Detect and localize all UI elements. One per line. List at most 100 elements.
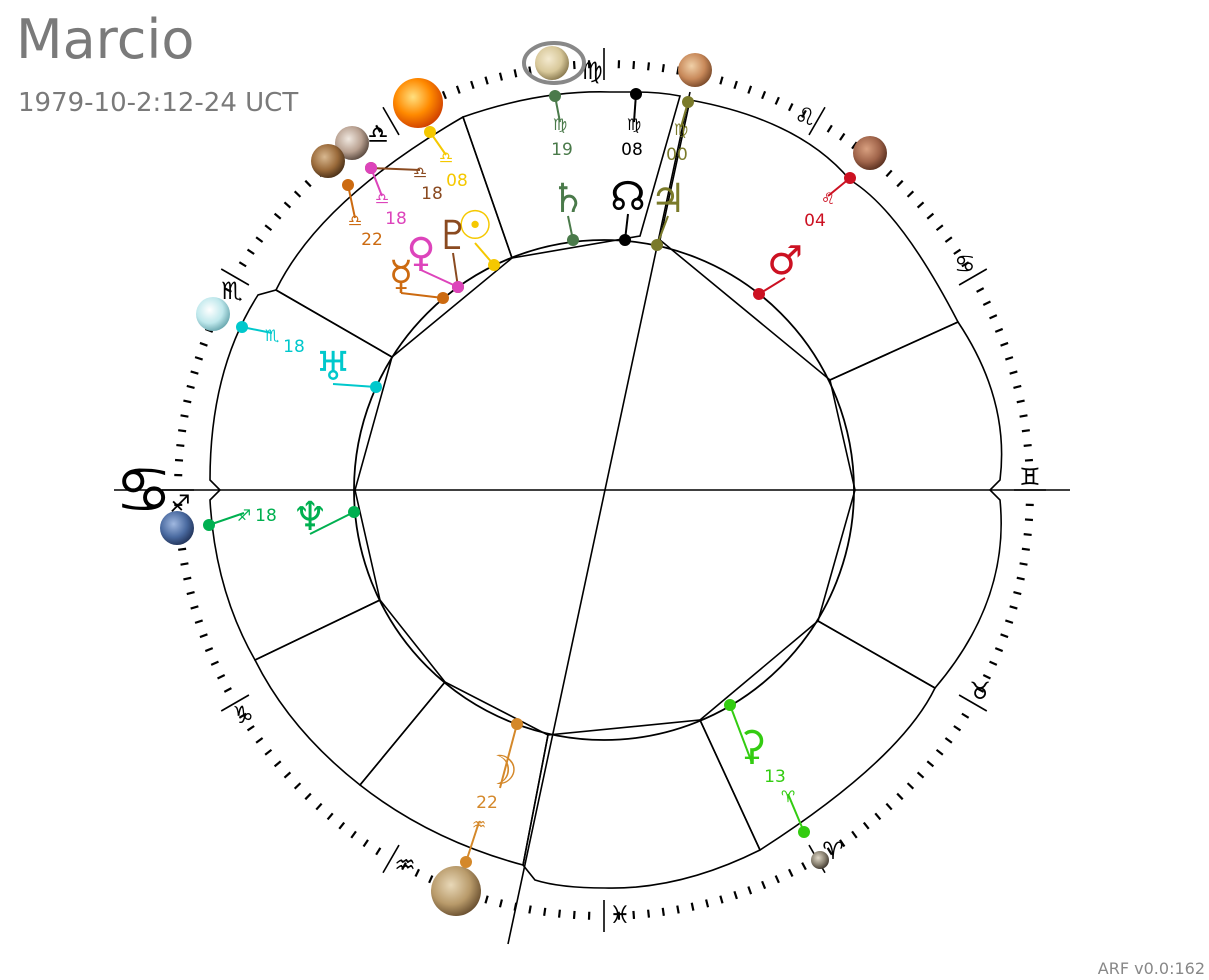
- chiron-inner-dot: [724, 699, 736, 711]
- house-wedge-7: [699, 620, 937, 852]
- sign-capricorn-icon: ♑: [232, 701, 254, 729]
- node-outer-dot: [630, 88, 642, 100]
- uranus-planet-image: [196, 297, 230, 331]
- zodiac-minor-tick: [1019, 562, 1028, 566]
- zodiac-minor-tick: [199, 633, 208, 639]
- zodiac-minor-tick: [926, 212, 935, 220]
- zodiac-minor-tick: [238, 712, 247, 719]
- uranus-placement: ♏18 ♅: [196, 297, 382, 393]
- uranus-inner-dot: [370, 381, 382, 393]
- zodiac-minor-tick: [632, 60, 636, 70]
- zodiac-minor-tick: [788, 868, 794, 877]
- pluto-outer-connector: [370, 167, 421, 171]
- zodiac-minor-tick: [647, 909, 651, 918]
- sun-inner-dot: [488, 259, 500, 271]
- zodiac-minor-tick: [906, 782, 915, 790]
- zodiac-minor-tick: [441, 90, 447, 100]
- chart-datetime: 1979-10-2:12-24 UCT: [18, 88, 299, 118]
- zodiac-minor-tick: [513, 69, 518, 78]
- zodiac-minor-tick: [293, 782, 302, 790]
- version-label: ARF v0.0:162: [1097, 959, 1205, 978]
- midheaven-axis: [507, 91, 691, 945]
- venus-glyph-icon: ♀: [406, 230, 435, 276]
- neptune-degree-label: 18: [255, 506, 277, 526]
- pluto-glyph-icon: ♇: [435, 213, 471, 259]
- mercury-inner-dot: [437, 292, 449, 304]
- zodiac-minor-tick: [572, 910, 576, 920]
- mercury-planet-image: [311, 144, 345, 178]
- zodiac-minor-tick: [315, 802, 323, 811]
- uranus-outer-dot: [236, 321, 248, 333]
- zodiac-minor-tick: [362, 839, 369, 848]
- zodiac-minor-tick: [174, 458, 184, 462]
- zodiac-minor-tick: [1013, 384, 1022, 389]
- venus-inner-dot: [452, 281, 464, 293]
- zodiac-minor-tick: [264, 748, 273, 756]
- zodiac-minor-tick: [926, 760, 935, 768]
- house-wedge-6: [522, 719, 762, 889]
- zodiac-minor-tick: [896, 179, 904, 188]
- jupiter-inner-dot: [651, 239, 663, 251]
- uranus-inner-connector: [332, 383, 377, 388]
- zodiac-minor-tick: [484, 76, 489, 85]
- zodiac-minor-tick: [186, 591, 195, 596]
- zodiac-sign-glyphs: ♍ ♌ ♋ ♊ ♉ ♈ ♓ ♒ ♑ ♐ ♏ ♎: [169, 57, 1041, 929]
- zodiac-minor-tick: [885, 802, 893, 811]
- mars-inner-dot: [753, 288, 765, 300]
- mercury-outer-dot: [342, 179, 354, 191]
- zodiac-minor-tick: [851, 830, 858, 839]
- zodiac-minor-tick: [1009, 605, 1018, 610]
- pluto-degree-label: 18: [421, 184, 443, 204]
- zodiac-minor-tick: [733, 80, 738, 89]
- saturn-degree-label: 19: [551, 140, 573, 160]
- zodiac-minor-tick: [826, 124, 833, 133]
- chiron-sign-icon: ♈: [781, 787, 795, 806]
- zodiac-minor-tick: [839, 839, 846, 848]
- uranus-glyph-icon: ♅: [315, 344, 351, 390]
- neptune-glyph-icon: ♆: [292, 494, 328, 540]
- zodiac-minor-tick: [199, 341, 208, 347]
- zodiac-minor-tick: [176, 443, 185, 447]
- zodiac-minor-tick: [690, 902, 695, 911]
- moon-inner-dot: [511, 718, 523, 730]
- mercury-inner-connector: [400, 292, 444, 299]
- zodiac-minor-tick: [1005, 619, 1014, 624]
- zodiac-minor-tick: [661, 907, 665, 916]
- zodiac-minor-tick: [747, 85, 753, 94]
- house-wedge-3: [209, 289, 393, 662]
- sign-cancer-icon: ♋: [954, 250, 976, 278]
- moon-outer-dot: [460, 856, 472, 868]
- zodiac-minor-tick: [916, 201, 925, 209]
- zodiac-minor-tick: [255, 737, 264, 744]
- zodiac-minor-tick: [676, 905, 680, 914]
- chiron-degree-label: 13: [764, 767, 786, 787]
- zodiac-minor-tick: [190, 605, 199, 610]
- chiron-planet-image: [811, 851, 829, 869]
- zodiac-minor-tick: [484, 895, 489, 904]
- mercury-glyph-icon: ☿: [389, 253, 414, 299]
- sign-gemini-icon: ♊: [1019, 463, 1041, 491]
- zodiac-minor-tick: [774, 875, 780, 884]
- zodiac-major-tick: [220, 694, 250, 712]
- node-sign-icon: ♍: [627, 115, 641, 134]
- zodiac-minor-tick: [194, 356, 203, 361]
- venus-outer-dot: [365, 162, 377, 174]
- zodiac-minor-tick: [1013, 591, 1022, 596]
- zodiac-minor-tick: [896, 792, 904, 801]
- zodiac-minor-tick: [246, 248, 255, 255]
- zodiac-minor-tick: [719, 895, 724, 904]
- zodiac-minor-tick: [953, 248, 962, 255]
- zodiac-minor-tick: [661, 64, 665, 73]
- zodiac-minor-tick: [190, 370, 199, 375]
- pluto-planet-image: [335, 126, 369, 160]
- node-placement: ♍ 08 ☊: [610, 88, 646, 246]
- neptune-outer-connector: [208, 512, 245, 526]
- zodiac-minor-tick: [223, 687, 232, 693]
- zodiac-minor-tick: [572, 60, 576, 70]
- saturn-planet-image: [535, 46, 569, 80]
- jupiter-sign-icon: ♍: [674, 120, 688, 139]
- mars-glyph-icon: ♂: [767, 238, 803, 284]
- zodiac-minor-tick: [976, 687, 985, 693]
- mars-placement: ♌ 04♂: [753, 136, 887, 300]
